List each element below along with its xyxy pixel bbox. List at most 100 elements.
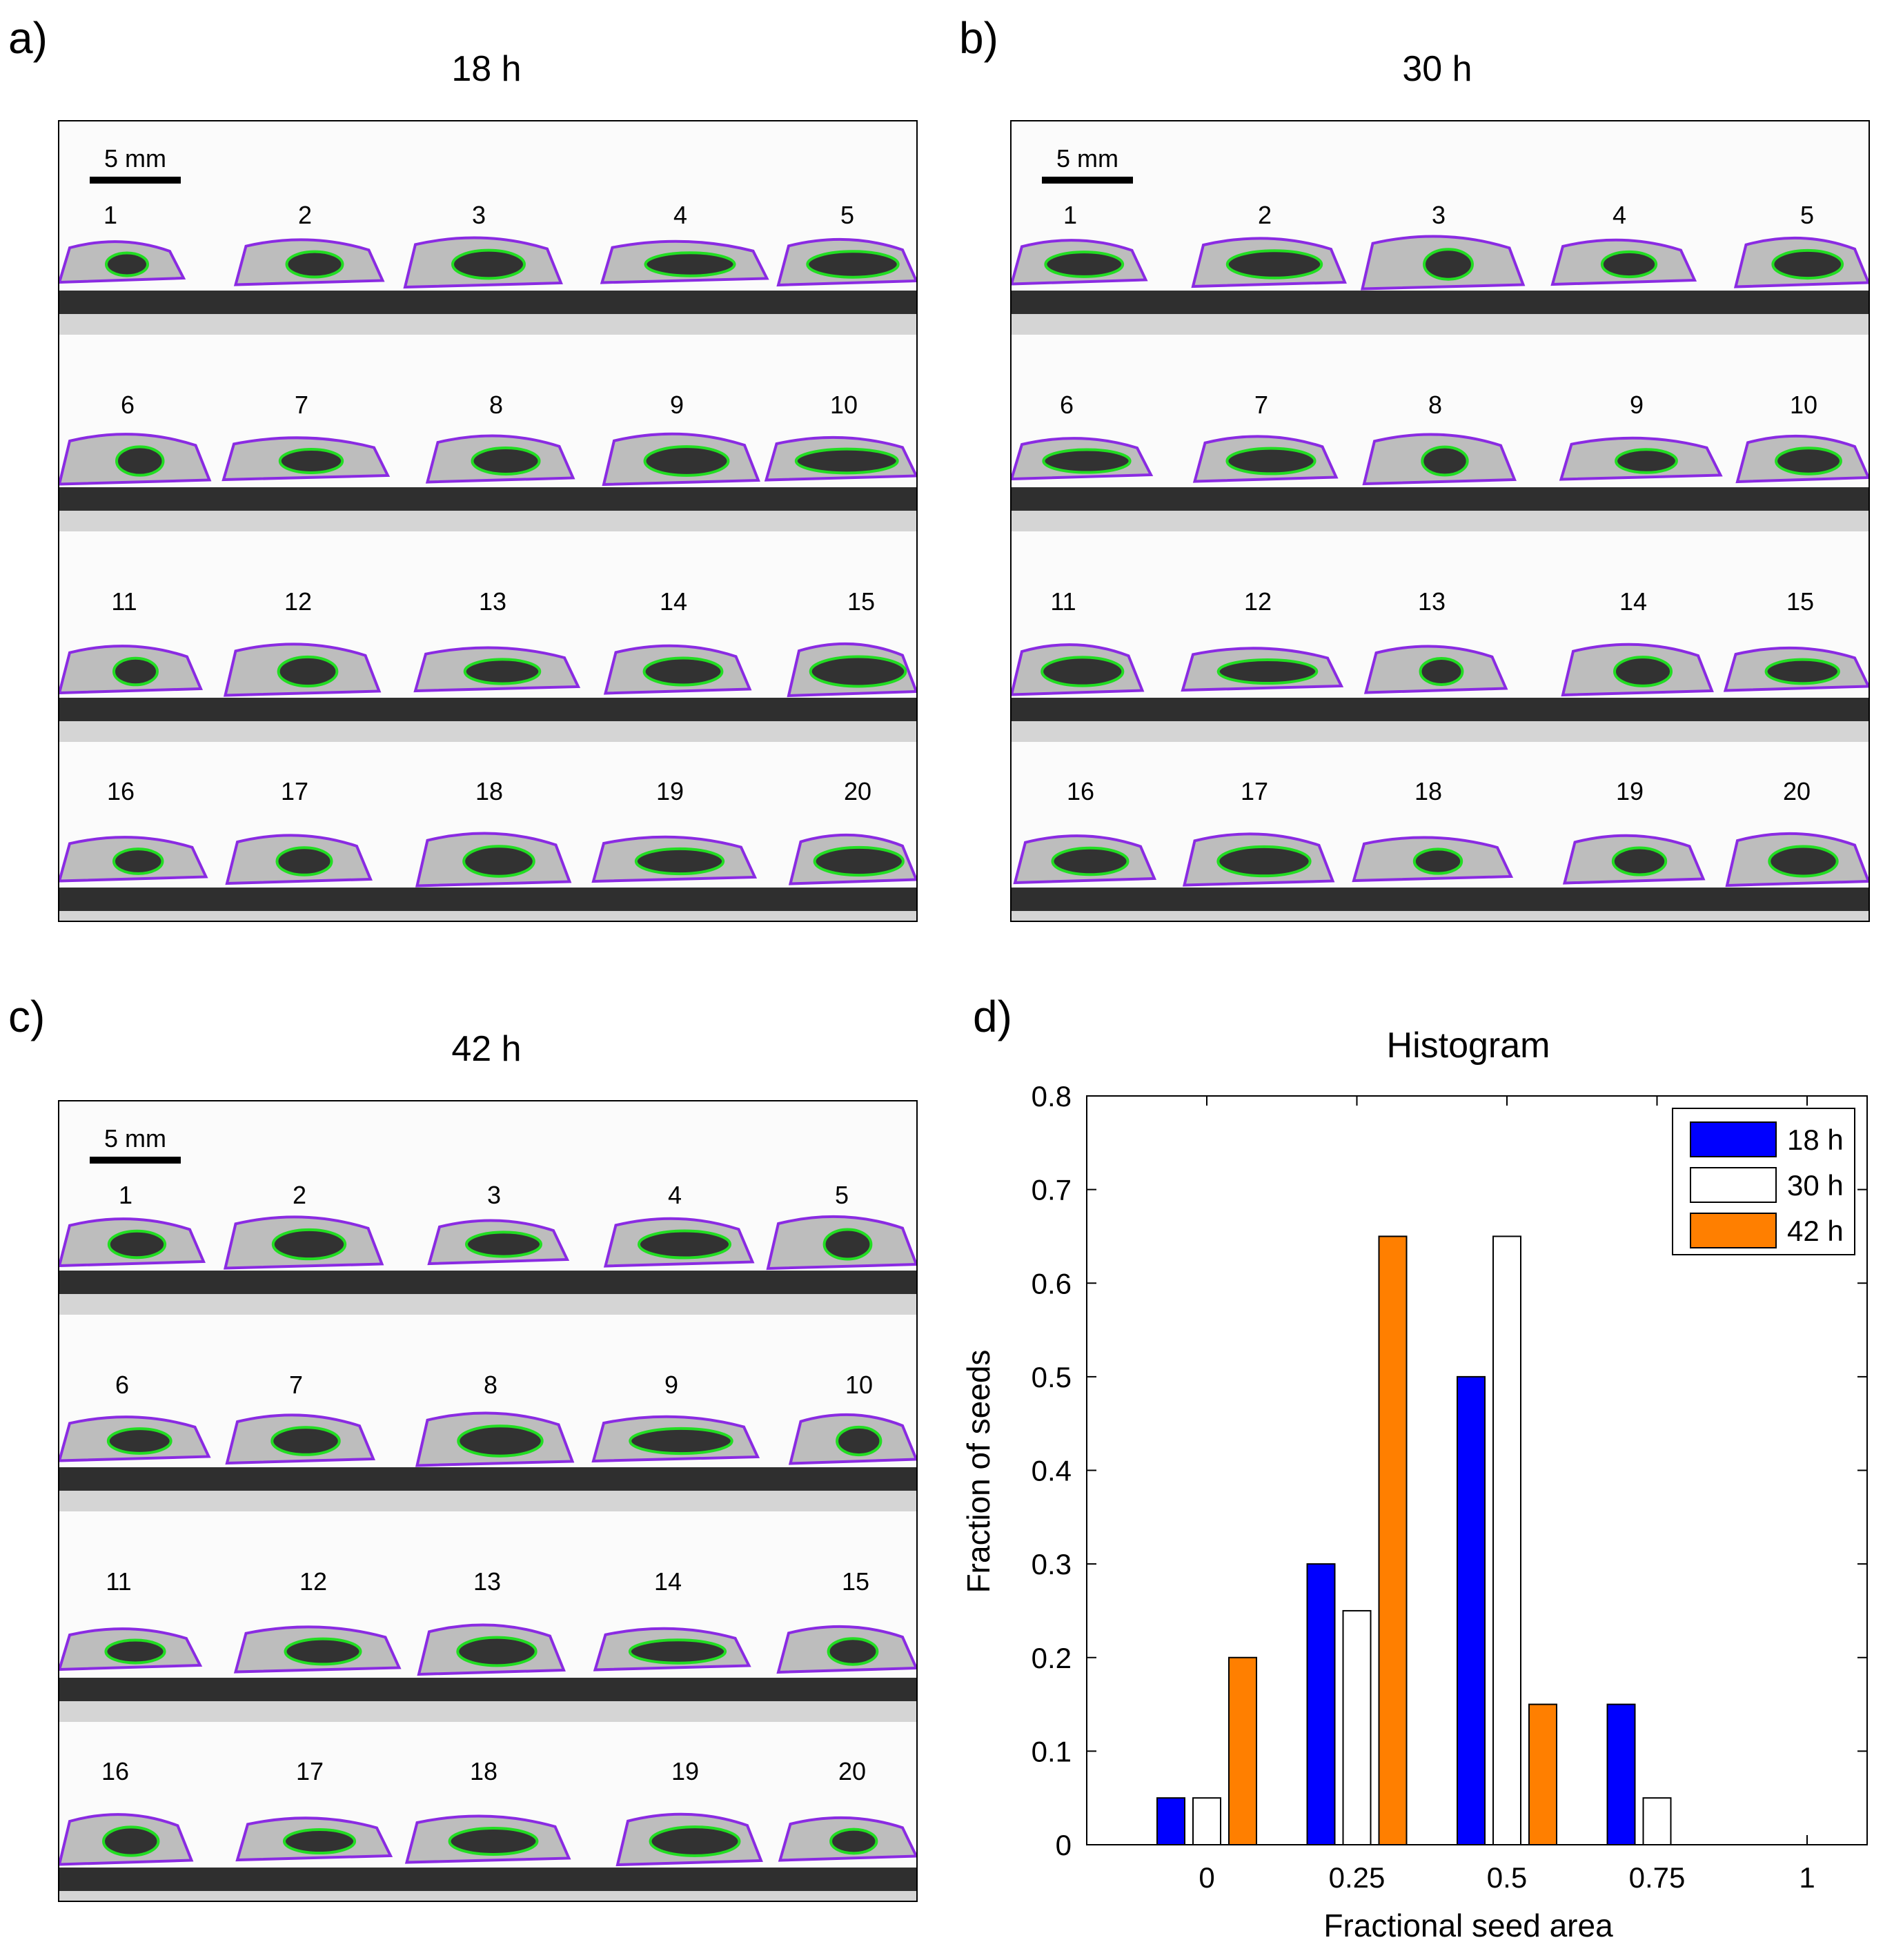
seed-dark-region [456,1636,538,1667]
y-tick-label: 0.8 [1032,1080,1072,1113]
scale-bar-label: 5 mm [104,1124,166,1153]
wire-shadow [59,1891,916,1901]
wire [59,291,916,314]
seed-number: 16 [107,777,135,805]
wire-shadow [1012,721,1869,742]
y-tick-label: 0.4 [1032,1455,1072,1487]
wire [59,1678,916,1701]
seed-dark-region [643,445,730,477]
seed-number: 15 [1786,587,1814,616]
seed-number: 1 [1063,201,1077,229]
seed-dark-region [1600,250,1658,279]
wire-shadow [1012,511,1869,531]
seed-dark-region [448,1827,539,1856]
legend-label: 42 h [1787,1215,1844,1247]
bar [1492,1235,1521,1845]
seed-number: 20 [838,1757,866,1785]
seed-image-42h: 5 mm 1 2 3 4 5 6 7 8 9 10 11 12 13 14 15 16 17 18 19 20 [58,1100,918,1902]
seed-number: 13 [479,587,506,616]
seed-dark-region [285,250,344,279]
wire [1012,487,1869,511]
x-tick-label: 1 [1799,1861,1815,1894]
seed-dark-region [471,447,541,476]
seed-dark-region [277,655,339,688]
seed-dark-region [1423,248,1474,281]
seed-dark-region [104,1638,166,1665]
seed-number: 14 [660,587,687,616]
seed-dark-region [829,1827,878,1855]
wire-shadow [59,314,916,335]
legend-swatch [1690,1121,1777,1157]
seed-dark-region [1041,656,1125,687]
seed-dark-region [1216,845,1312,878]
seed-number: 12 [299,1567,327,1596]
y-tick-label: 0.1 [1032,1735,1072,1767]
seed-number: 17 [296,1757,324,1785]
seed-number: 8 [489,391,503,419]
bar [1228,1656,1257,1845]
seed-number: 17 [1241,777,1268,805]
wire-shadow [59,511,916,531]
seed-dark-region [270,1426,341,1456]
seed-dark-region [1775,447,1842,476]
y-tick-label: 0.2 [1032,1642,1072,1674]
seed-number: 7 [289,1371,303,1399]
seed-number: 1 [119,1181,132,1209]
seed-number: 13 [1418,587,1446,616]
seed-dark-region [1419,657,1464,686]
seed-dark-region [644,251,736,277]
seed-dark-region [836,1425,883,1457]
seed-dark-region [642,656,724,687]
seed-dark-region [1613,656,1673,687]
panel-letter-a: a) [8,13,48,63]
seed-dark-region [271,1228,347,1261]
panel-title-b: 30 h [1402,49,1472,89]
seed-dark-region [1412,847,1463,875]
x-axis-label: Fractional seed area [1323,1908,1613,1943]
bar [1378,1235,1408,1845]
seed-number: 5 [1800,201,1814,229]
seed-image-30h: 5 mm 1 2 3 4 5 6 7 8 9 10 11 12 13 14 15 16 17 18 19 20 [1010,120,1870,922]
seed-dark-region [105,251,149,277]
seed-dark-region [278,447,344,475]
seed-number: 3 [1432,201,1446,229]
bar [1457,1375,1486,1845]
wire [1012,888,1869,911]
bar [1306,1563,1336,1845]
bar [1606,1703,1636,1845]
y-tick-label: 0.5 [1032,1361,1072,1393]
seed-number: 12 [1244,587,1272,616]
y-axis-label: Fraction of seeds [960,1350,996,1594]
seed-dark-region [462,845,535,878]
seed-dark-region [457,1424,544,1458]
seed-dark-region [1764,658,1840,685]
seed-number: 18 [1414,777,1442,805]
seed-dark-region [275,846,333,876]
seed-number: 19 [1616,777,1644,805]
seed-number: 20 [844,777,871,805]
wire [59,698,916,721]
panel-letter-b: b) [959,13,998,63]
seed-dark-region [634,847,725,876]
x-tick-label: 0.5 [1487,1861,1527,1894]
seed-number: 5 [835,1181,849,1209]
seed-dark-region [463,658,542,685]
wire [1012,698,1869,721]
seed-dark-region [1216,658,1319,685]
wire-shadow [59,721,916,742]
seed-number: 8 [484,1371,497,1399]
y-tick-label: 0.3 [1032,1548,1072,1580]
y-tick-label: 0.6 [1032,1267,1072,1300]
wire [1012,291,1869,314]
seed-number: 5 [840,201,854,229]
seed-number: 3 [487,1181,501,1209]
scale-bar-label: 5 mm [1056,144,1118,173]
seed-number: 8 [1428,391,1442,419]
seed-number: 19 [671,1757,699,1785]
seed-dark-region [813,845,905,877]
seed-dark-region [1421,445,1469,477]
seed-number: 6 [1060,391,1074,419]
